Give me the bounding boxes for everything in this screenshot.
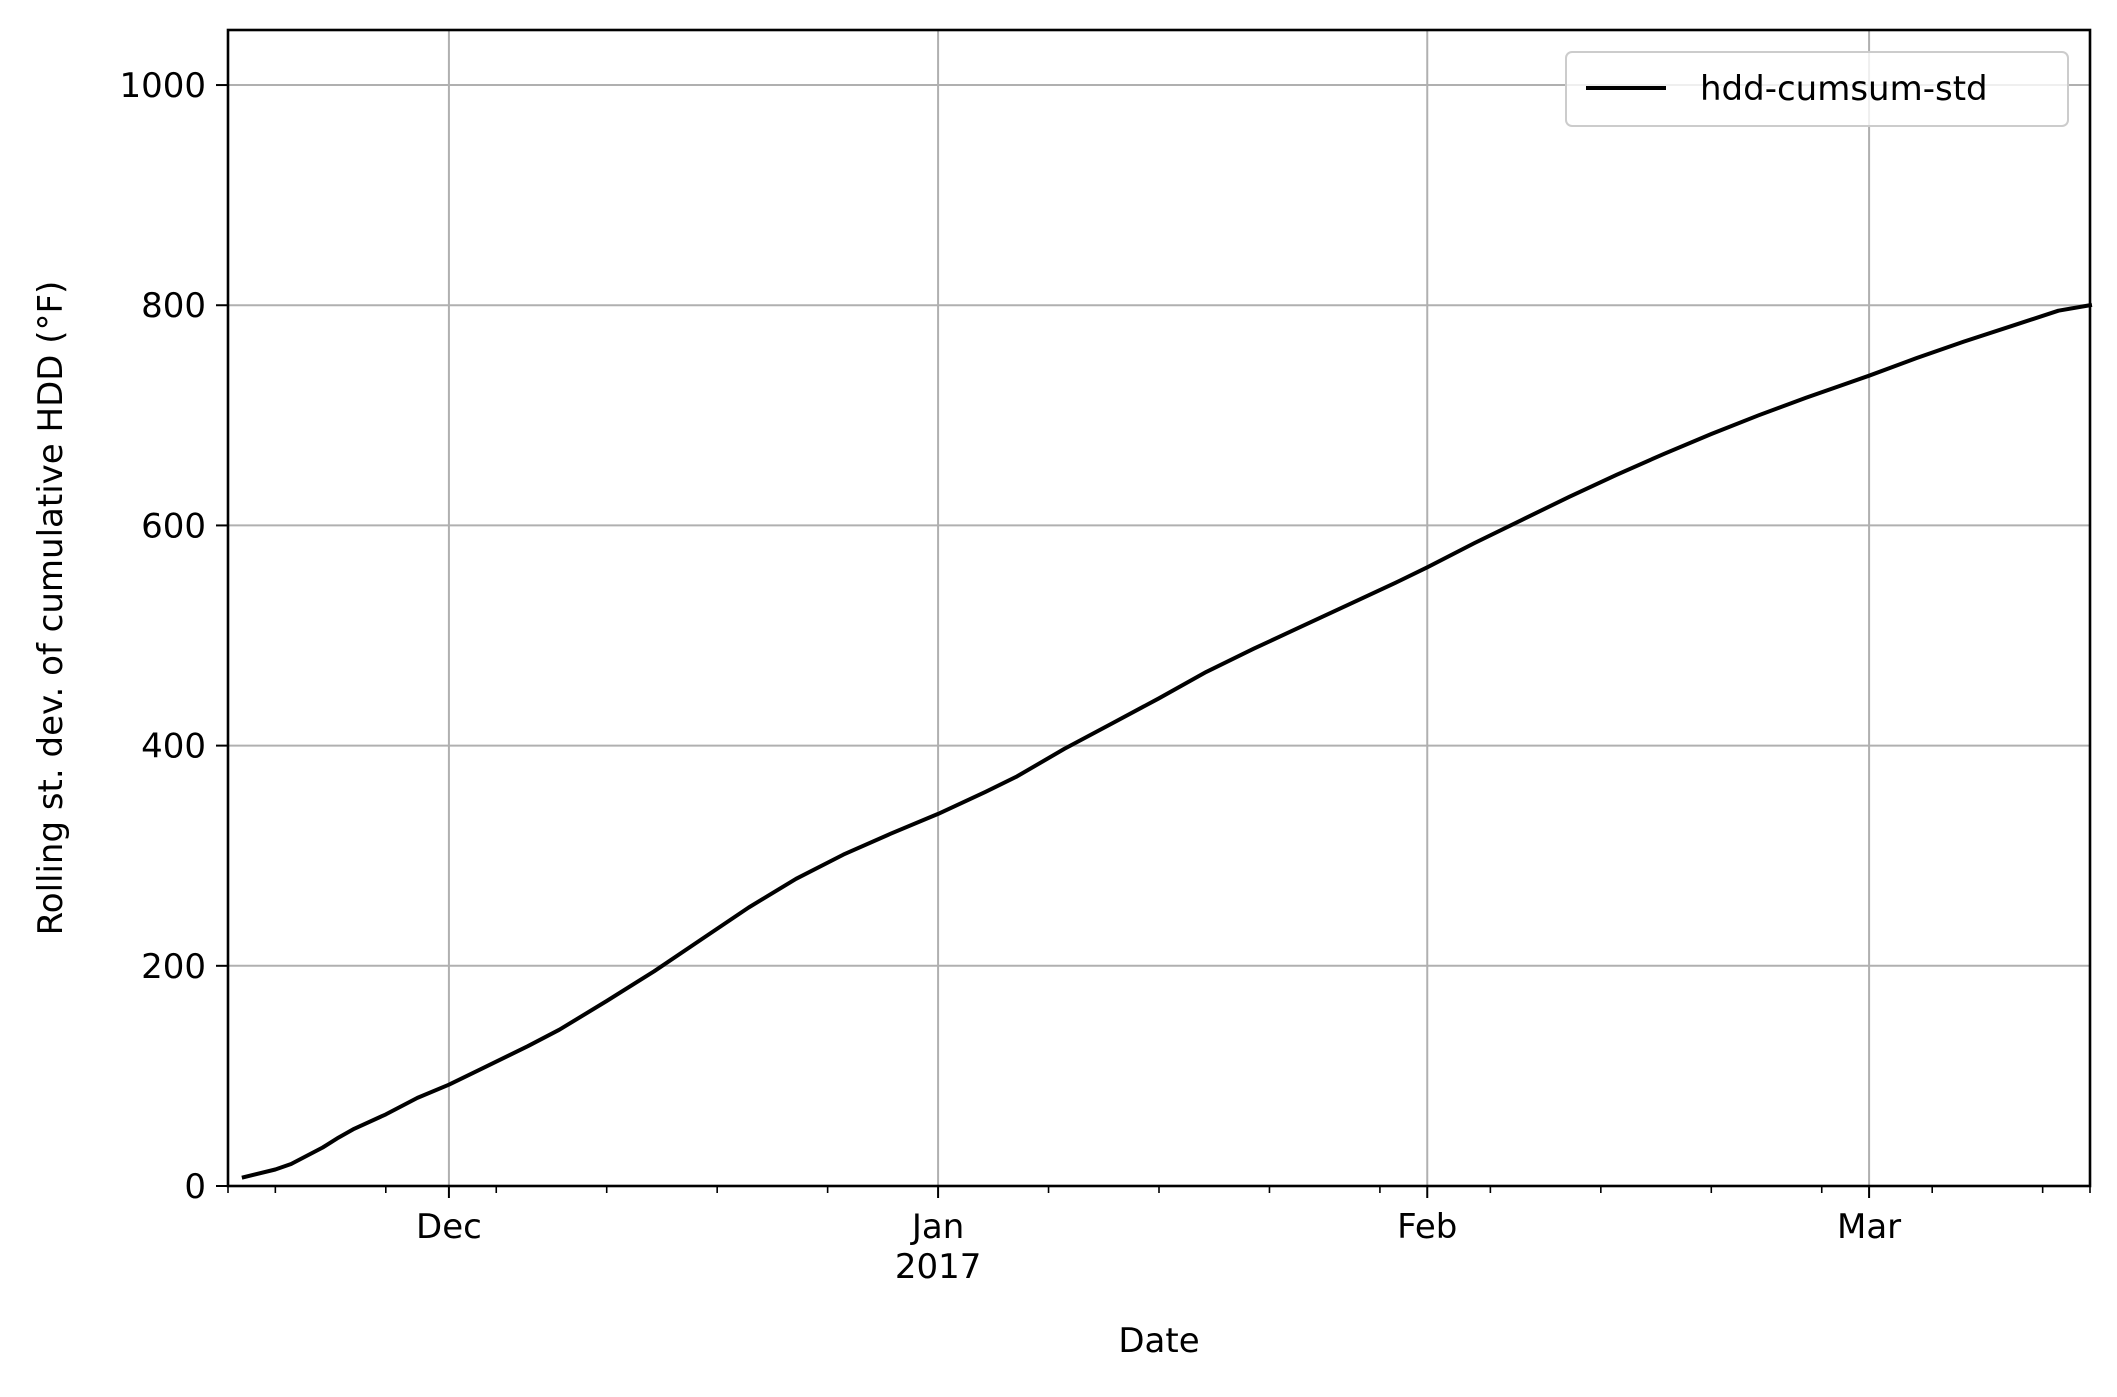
legend-label-hdd-cumsum-std: hdd-cumsum-std <box>1700 69 1988 109</box>
y-tick-label: 200 <box>141 947 206 987</box>
x-tick-label: Mar <box>1837 1207 1901 1247</box>
legend: hdd-cumsum-std <box>1565 51 2069 127</box>
x-tick-label: Feb <box>1397 1207 1457 1247</box>
y-tick-label: 1000 <box>119 66 206 106</box>
x-tick-sublabel: 2017 <box>895 1247 982 1287</box>
y-axis-label: Rolling st. dev. of cumulative HDD (°F) <box>31 281 71 936</box>
series-line-hdd-cumsum-std <box>241 302 2093 1180</box>
x-axis-label: Date <box>1118 1321 1199 1361</box>
x-tick-label: Jan <box>910 1207 964 1247</box>
y-tick-label: 800 <box>141 286 206 326</box>
y-tick-label: 600 <box>141 506 206 546</box>
x-tick-label: Dec <box>416 1207 482 1247</box>
legend-box <box>1565 51 2069 127</box>
y-tick-label: 400 <box>141 727 206 767</box>
y-tick-label: 0 <box>184 1167 206 1207</box>
series-layer <box>241 302 2093 1180</box>
grid <box>228 30 2090 1187</box>
